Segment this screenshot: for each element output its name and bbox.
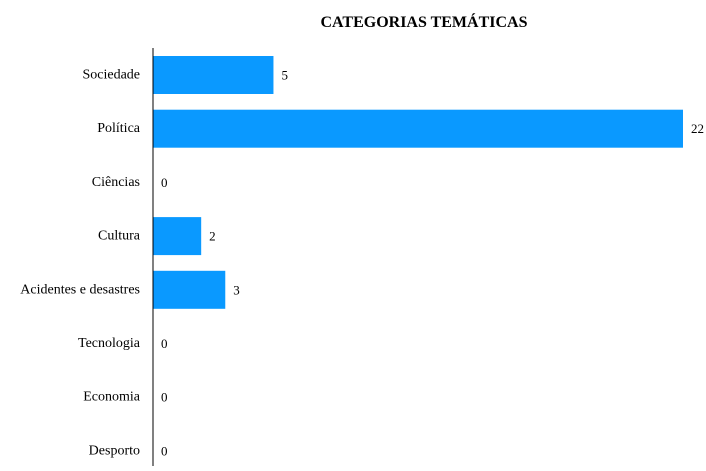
value-labels-group: 5 22 0 2 3 0 0 0	[161, 68, 704, 459]
bar-acidentes-e-desastres	[153, 270, 226, 309]
bar-sociedade	[153, 56, 274, 94]
bars-group	[153, 56, 683, 309]
category-label-politica: Política	[97, 121, 141, 136]
value-label-tecnologia: 0	[161, 336, 168, 351]
category-label-desporto: Desporto	[89, 443, 140, 458]
value-label-acidentes-e-desastres: 3	[233, 282, 240, 297]
category-label-ciencias: Ciências	[92, 175, 140, 190]
category-label-acidentes-e-desastres: Acidentes e desastres	[20, 282, 140, 297]
category-label-tecnologia: Tecnologia	[78, 336, 141, 351]
value-label-cultura: 2	[209, 229, 216, 244]
category-label-cultura: Cultura	[98, 229, 141, 244]
value-label-desporto: 0	[161, 443, 168, 458]
category-labels-group: Sociedade Política Ciências Cultura Acidente…	[20, 68, 141, 459]
chart-title: CATEGORIAS TEMÁTICAS	[320, 12, 527, 31]
value-label-ciencias: 0	[161, 175, 168, 190]
value-label-politica: 22	[691, 121, 704, 136]
category-label-economia: Economia	[83, 390, 141, 405]
bar-politica	[153, 109, 683, 148]
value-label-sociedade: 5	[281, 68, 288, 83]
category-label-sociedade: Sociedade	[82, 68, 140, 83]
bar-cultura	[153, 217, 202, 256]
value-label-economia: 0	[161, 390, 168, 405]
